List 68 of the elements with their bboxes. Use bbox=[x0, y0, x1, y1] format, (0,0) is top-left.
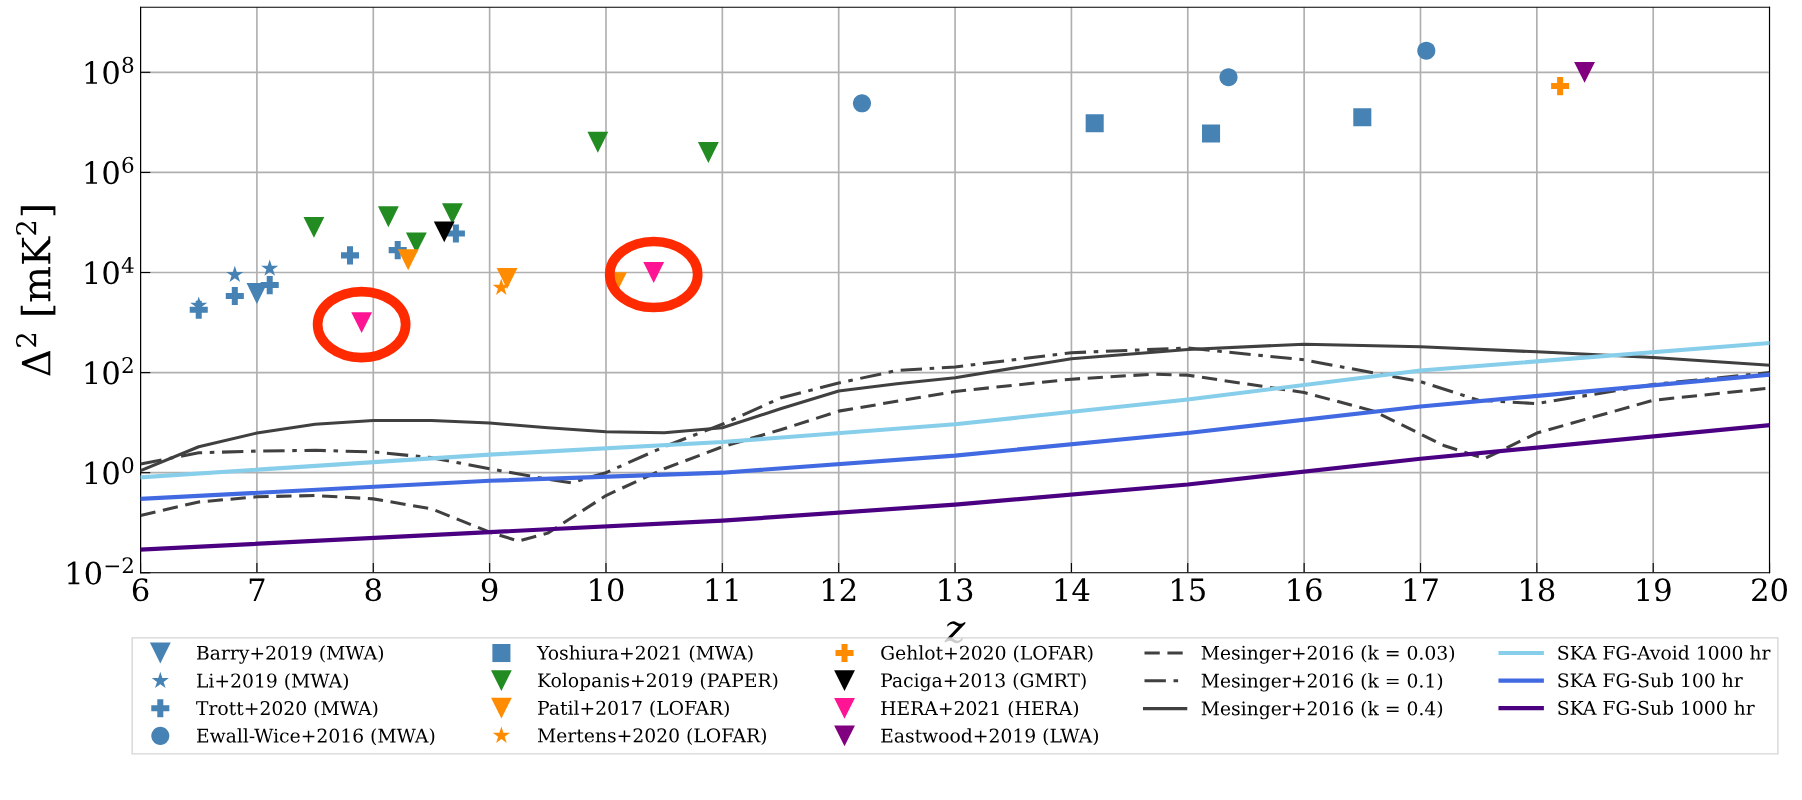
legend-label: Paciga+2013 (GMRT) bbox=[881, 672, 1086, 692]
legend-label: Mesinger+2016 (k = 0.03) bbox=[1201, 645, 1455, 664]
point bbox=[1085, 114, 1104, 133]
x-tick-label: 11 bbox=[706, 578, 738, 601]
y-tick-label: 10$^{0}$ bbox=[85, 457, 134, 485]
legend-label: Ewall-Wice+2016 (MWA) bbox=[196, 728, 435, 746]
x-axis-title: z bbox=[944, 621, 966, 644]
point bbox=[351, 312, 373, 333]
point bbox=[226, 265, 244, 283]
legend-label: Mertens+2020 (LOFAR) bbox=[537, 727, 767, 746]
x-tick-label: 18 bbox=[1521, 578, 1555, 602]
legend-label: SKA FG-Sub 100 hr bbox=[1558, 672, 1743, 688]
point bbox=[492, 278, 510, 295]
legend-label: Barry+2019 (MWA) bbox=[196, 645, 384, 664]
legend-label: SKA FG-Avoid 1000 hr bbox=[1558, 645, 1771, 660]
point bbox=[1219, 68, 1238, 87]
legend-label: SKA FG-Sub 1000 hr bbox=[1558, 700, 1755, 715]
x-tick-label: 17 bbox=[1404, 578, 1438, 601]
point bbox=[643, 262, 665, 283]
point bbox=[1574, 61, 1595, 83]
point bbox=[303, 216, 325, 238]
y-tick-label: 10$^{2}$ bbox=[85, 357, 133, 385]
x-tick-label: 7 bbox=[249, 578, 265, 601]
legend-label: HERA+2021 (HERA) bbox=[881, 700, 1079, 718]
legend-label: Eastwood+2019 (LWA) bbox=[881, 728, 1099, 746]
line-series bbox=[140, 423, 1770, 552]
x-tick-label: 8 bbox=[365, 578, 381, 602]
y-tick-label: 10$^{4}$ bbox=[85, 256, 134, 285]
line-series bbox=[140, 372, 1770, 501]
legend-label: Trott+2020 (MWA) bbox=[196, 700, 378, 718]
legend-label: Kolopanis+2019 (PAPER) bbox=[538, 672, 778, 692]
legend-label: Mesinger+2016 (k = 0.4) bbox=[1201, 700, 1443, 720]
legend-label: Yoshiura+2021 (MWA) bbox=[536, 645, 753, 663]
point bbox=[1202, 124, 1221, 143]
x-tick-label: 6 bbox=[132, 578, 149, 602]
legend-label: Patil+2017 (LOFAR) bbox=[538, 700, 729, 718]
y-tick-label: 10$^{8}$ bbox=[85, 56, 134, 85]
point bbox=[1551, 77, 1570, 96]
point bbox=[433, 221, 455, 243]
x-tick-label: 10 bbox=[590, 578, 624, 602]
y-axis-title: Δ$^{2}$ [mK$^{2}$] bbox=[15, 206, 56, 376]
x-tick-label: 9 bbox=[481, 578, 498, 602]
legend-label: Gehlot+2020 (LOFAR) bbox=[881, 645, 1093, 663]
point bbox=[261, 259, 279, 276]
x-tick-label: 20 bbox=[1752, 578, 1787, 602]
point bbox=[1353, 108, 1372, 127]
x-tick-label: 16 bbox=[1288, 578, 1322, 602]
point bbox=[340, 246, 360, 265]
point bbox=[587, 131, 609, 153]
y-tick-label: 10$^{−2}$ bbox=[67, 557, 133, 585]
point bbox=[377, 206, 399, 228]
x-tick-label: 14 bbox=[1055, 578, 1090, 601]
y-tick-label: 10$^{6}$ bbox=[85, 156, 134, 185]
point bbox=[496, 268, 518, 289]
point bbox=[1417, 41, 1436, 60]
legend-label: Li+2019 (MWA) bbox=[196, 673, 348, 691]
x-tick-label: 15 bbox=[1172, 578, 1205, 602]
x-tick-label: 19 bbox=[1637, 578, 1671, 602]
x-tick-label: 13 bbox=[939, 578, 973, 602]
legend-label: Mesinger+2016 (k = 0.1) bbox=[1201, 673, 1443, 692]
point bbox=[446, 224, 465, 243]
point bbox=[852, 94, 871, 113]
point bbox=[260, 276, 279, 295]
point bbox=[225, 286, 244, 305]
point bbox=[397, 249, 419, 271]
point bbox=[697, 142, 719, 163]
point bbox=[189, 300, 208, 319]
x-tick-label: 12 bbox=[822, 578, 856, 601]
